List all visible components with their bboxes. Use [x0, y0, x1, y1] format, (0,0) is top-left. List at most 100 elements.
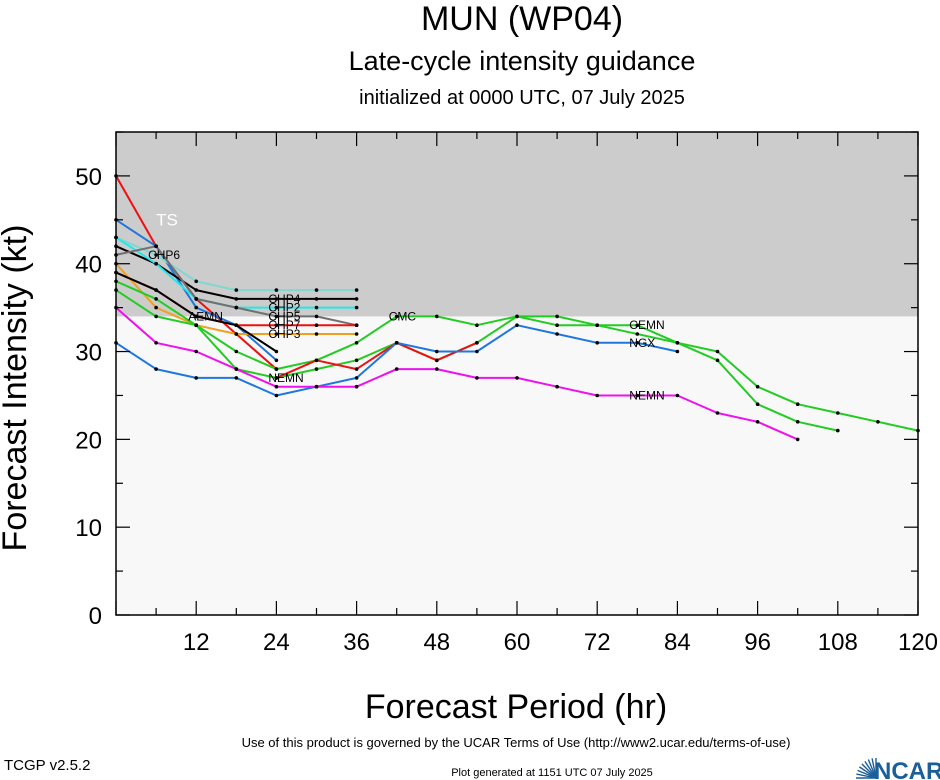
data-point	[314, 297, 319, 301]
data-point	[154, 297, 158, 301]
data-point	[354, 323, 359, 328]
y-tick-label: 10	[75, 515, 102, 542]
terms-of-use-text: Use of this product is governed by the U…	[242, 735, 791, 750]
data-point	[194, 279, 198, 284]
data-point	[274, 314, 279, 319]
data-point	[234, 367, 239, 371]
generated-time-text: Plot generated at 1151 UTC 07 July 2025	[451, 767, 653, 779]
data-point	[234, 349, 239, 354]
data-point	[555, 332, 559, 336]
series-label: CHP4	[268, 292, 300, 306]
data-point	[154, 244, 158, 248]
data-point	[555, 323, 559, 328]
y-tick-label: 30	[75, 340, 102, 367]
x-tick-label: 60	[504, 629, 531, 656]
data-point	[274, 384, 279, 389]
data-point	[274, 376, 279, 380]
data-point	[635, 323, 640, 328]
y-tick-label: 20	[75, 427, 102, 454]
data-point	[755, 384, 760, 389]
data-point	[515, 323, 519, 328]
data-point	[234, 297, 239, 301]
data-point	[795, 420, 800, 424]
series-label: CHP2	[268, 301, 300, 315]
x-tick-label: 108	[818, 629, 858, 656]
data-point	[675, 393, 680, 398]
data-point	[314, 332, 319, 336]
data-point	[154, 341, 158, 345]
data-point	[274, 323, 279, 328]
x-tick-label: 72	[584, 629, 611, 656]
data-point	[795, 437, 800, 442]
y-tick-label: 40	[75, 252, 102, 279]
series-label: CMC	[389, 309, 417, 323]
tropical-storm-band	[116, 132, 918, 317]
data-point	[435, 314, 439, 319]
version-text: TCGP v2.5.2	[4, 757, 90, 774]
chart-subtitle-init: initialized at 0000 UTC, 07 July 2025	[359, 87, 685, 109]
data-point	[635, 341, 640, 345]
data-point	[314, 305, 319, 310]
data-point	[475, 341, 479, 345]
data-point	[154, 367, 158, 371]
data-point	[435, 349, 439, 354]
data-point	[154, 288, 158, 292]
data-point	[555, 384, 559, 389]
series-label: CHP7	[268, 318, 300, 332]
data-point	[274, 367, 279, 371]
data-point	[555, 314, 559, 319]
data-point	[475, 323, 479, 328]
data-point	[354, 288, 359, 292]
x-tick-label: 48	[423, 629, 450, 656]
series-line-11	[275, 341, 478, 379]
data-point	[274, 305, 279, 310]
data-point	[234, 288, 239, 292]
x-tick-label: 96	[744, 629, 771, 656]
data-point	[354, 367, 359, 371]
data-point	[194, 376, 198, 380]
series-label: NEMN	[268, 371, 303, 385]
data-point	[394, 341, 399, 345]
ncar-logo-text: NCAR	[874, 758, 940, 780]
ncar-logo: NCAR	[856, 758, 940, 780]
ts-band-label: TS	[156, 211, 178, 230]
data-point	[234, 332, 239, 336]
data-point	[194, 314, 198, 319]
data-point	[154, 305, 158, 310]
data-point	[314, 323, 319, 328]
ncar-sunburst-icon	[856, 758, 877, 779]
x-tick-label: 120	[898, 629, 938, 656]
data-point	[595, 341, 599, 345]
series-label: CEMN	[629, 318, 664, 332]
data-point	[836, 411, 840, 415]
y-tick-label: 0	[89, 603, 102, 630]
data-point	[715, 358, 720, 363]
data-point	[635, 332, 640, 336]
data-point	[394, 367, 399, 371]
data-point	[314, 288, 319, 292]
data-point	[234, 376, 239, 380]
data-point	[755, 402, 760, 407]
data-point	[795, 402, 800, 407]
data-point	[354, 341, 359, 345]
data-point	[475, 349, 479, 354]
series-label: AEMN	[188, 309, 223, 323]
data-point	[314, 384, 319, 389]
data-point	[194, 323, 198, 328]
data-point	[836, 428, 840, 433]
data-point	[595, 393, 599, 398]
data-point	[715, 349, 720, 354]
x-axis-label: Forecast Period (hr)	[365, 688, 667, 726]
y-tick-label: 50	[75, 164, 102, 191]
data-point	[274, 288, 279, 292]
data-point	[595, 323, 599, 328]
series-line-13	[115, 306, 799, 441]
data-point	[354, 332, 359, 336]
data-point	[234, 305, 239, 310]
data-point	[354, 305, 359, 310]
data-point	[274, 358, 279, 363]
data-point	[274, 297, 279, 301]
series-label: NGX	[629, 336, 655, 350]
data-point	[154, 253, 158, 257]
